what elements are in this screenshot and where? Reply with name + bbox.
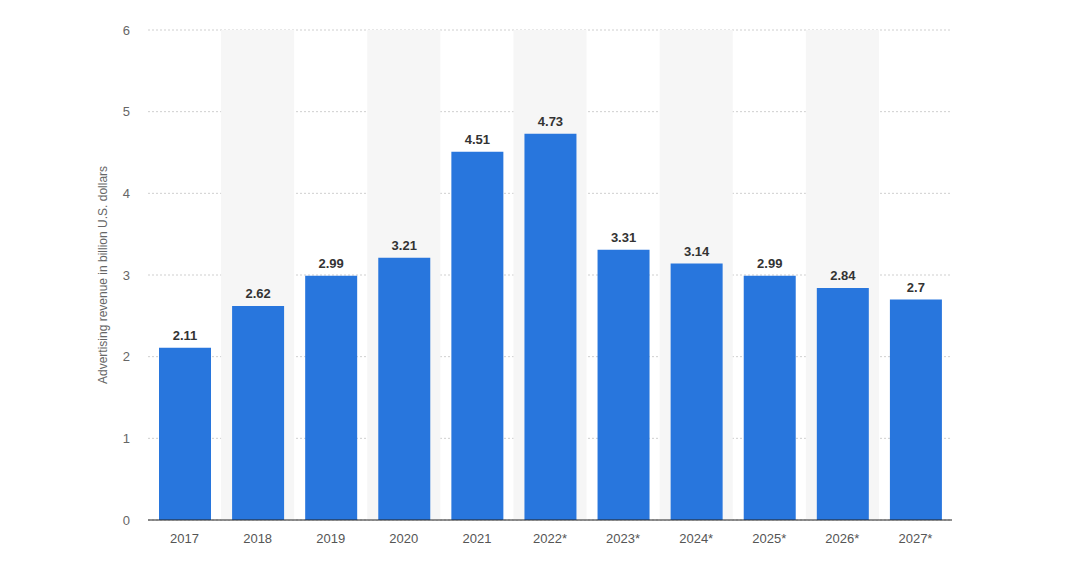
- svg-text:2024*: 2024*: [679, 531, 713, 546]
- svg-text:2018: 2018: [243, 531, 272, 546]
- svg-text:2017: 2017: [170, 531, 199, 546]
- svg-text:Advertising revenue in billion: Advertising revenue in billion U.S. doll…: [96, 166, 110, 384]
- svg-text:2.99: 2.99: [319, 256, 344, 271]
- svg-text:2.11: 2.11: [173, 328, 198, 343]
- svg-text:4: 4: [123, 186, 130, 201]
- svg-text:2025*: 2025*: [752, 531, 786, 546]
- svg-text:2.99: 2.99: [757, 256, 782, 271]
- svg-text:0: 0: [123, 513, 130, 528]
- svg-text:1: 1: [123, 431, 130, 446]
- svg-text:2.62: 2.62: [245, 286, 270, 301]
- svg-text:2019: 2019: [316, 531, 345, 546]
- svg-text:2021: 2021: [462, 531, 491, 546]
- svg-text:3.14: 3.14: [684, 244, 710, 259]
- svg-text:3.21: 3.21: [392, 238, 417, 253]
- svg-text:2.7: 2.7: [907, 280, 925, 295]
- svg-text:3: 3: [123, 268, 130, 283]
- svg-text:4.73: 4.73: [538, 114, 563, 129]
- svg-text:5: 5: [123, 104, 130, 119]
- svg-text:2026*: 2026*: [825, 531, 859, 546]
- svg-text:3.31: 3.31: [611, 230, 636, 245]
- svg-text:4.51: 4.51: [465, 132, 490, 147]
- svg-text:2.84: 2.84: [830, 268, 856, 283]
- svg-text:6: 6: [123, 23, 130, 38]
- svg-text:2: 2: [123, 349, 130, 364]
- svg-text:2020: 2020: [389, 531, 418, 546]
- svg-text:2023*: 2023*: [606, 531, 640, 546]
- svg-text:2027*: 2027*: [898, 531, 932, 546]
- svg-text:2022*: 2022*: [533, 531, 567, 546]
